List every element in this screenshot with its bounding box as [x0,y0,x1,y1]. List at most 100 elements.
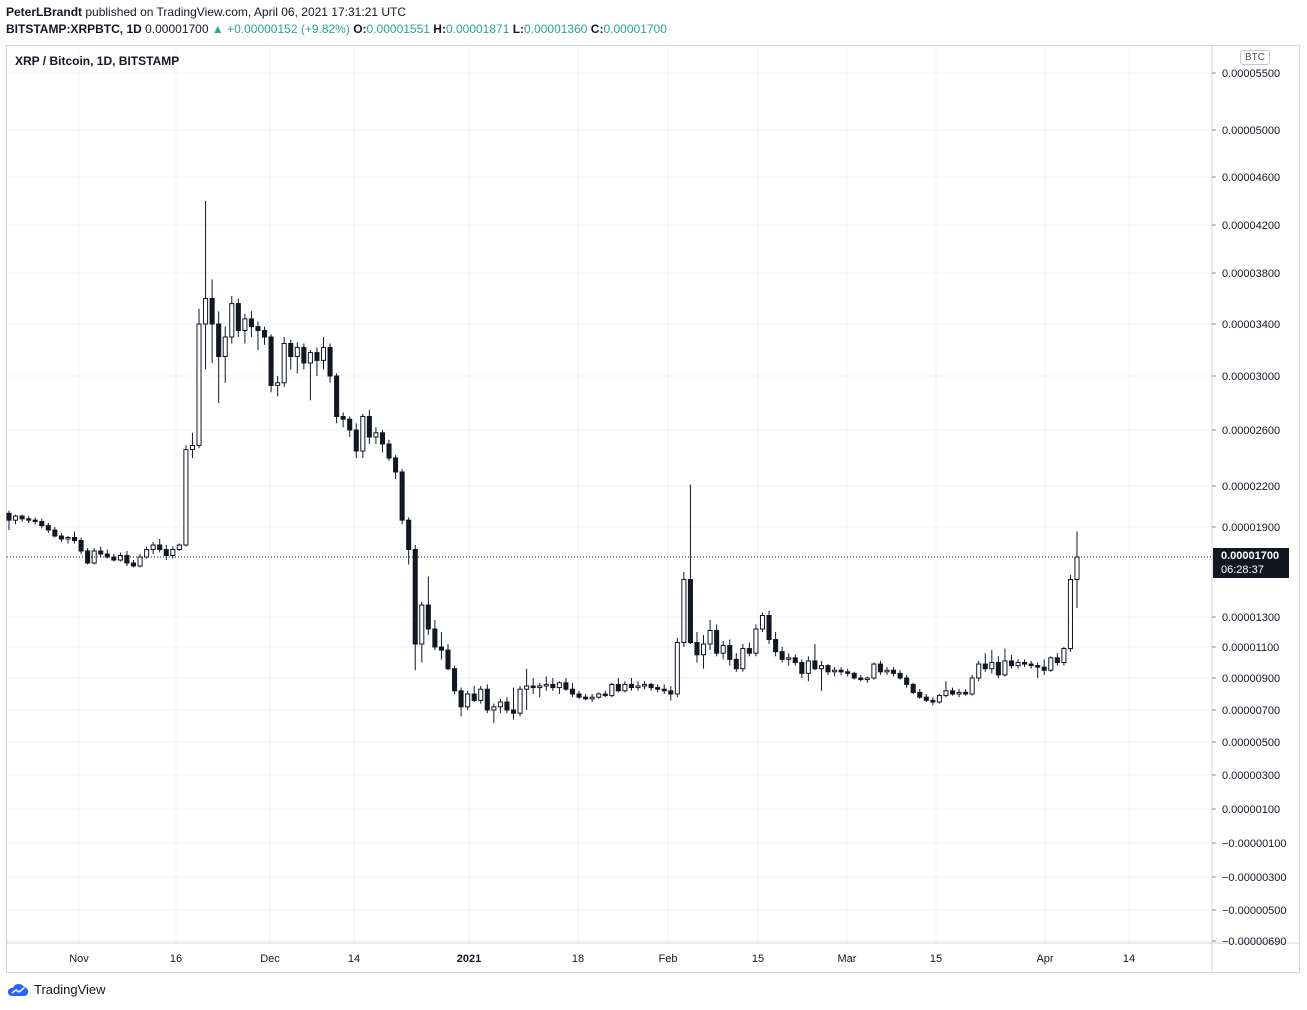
y-tick-label: 0.00001100 [1222,642,1279,654]
candle-body [949,690,956,695]
candle-body [786,657,792,660]
x-tick-label: Nov [69,953,89,965]
y-tick-label: 0.00004200 [1222,220,1280,232]
y-tick-label: 0.00002200 [1222,481,1280,493]
candle-body [707,630,713,645]
candle-body [1015,662,1021,667]
chart-title: XRP / Bitcoin, 1D, BITSTAMP [15,54,180,68]
candle-body [845,671,851,674]
candle-body [347,418,353,431]
candle-body [438,646,444,651]
candle-body [1035,665,1041,668]
candle-body [851,672,857,679]
candle-body [163,549,169,556]
y-tick-label: 0.00003800 [1222,268,1280,280]
tradingview-logo[interactable]: TradingView [6,982,106,997]
candle-body [517,688,523,714]
candle-body [504,701,510,711]
y-tick-label: 0.00000300 [1222,770,1280,782]
y-tick-label: 0.00005500 [1222,68,1280,80]
y-tick-label: −0.00000100 [1222,838,1287,850]
y-tick-label: 0.00001900 [1222,522,1280,534]
candle-body [13,515,19,521]
candle-body [45,525,51,531]
candle-body [812,660,818,670]
candle-body [471,693,477,701]
publisher-line: PeterLBrandt published on TradingView.co… [6,5,406,19]
x-tick-label: Feb [659,953,678,965]
candle-body [445,649,451,670]
x-tick-label: Dec [260,953,280,965]
candle-body [19,515,25,520]
candle-body [976,663,982,679]
y-tick-label: −0.00000690 [1222,936,1287,948]
candle-body [320,346,327,361]
y-tick-label: 0.00004600 [1222,172,1280,184]
candle-body [687,579,693,643]
x-tick-label: 14 [348,953,360,965]
high-label: H: [433,22,446,36]
candle-body [26,518,32,521]
candle-body [170,549,176,556]
author-name[interactable]: PeterLBrandt [6,5,83,19]
candle-body [537,685,543,689]
candle-body [969,677,975,695]
candle-body [832,669,838,673]
candle-body [373,432,379,438]
candle-body [694,642,700,656]
candle-body [1061,648,1067,663]
x-tick-label: 18 [572,953,584,965]
candle-body [871,663,877,679]
candle-body [877,663,883,673]
y-tick-label: 0.00005000 [1222,125,1280,137]
candle-body [668,690,674,695]
candle-body [425,604,431,630]
x-tick-label: 14 [1123,953,1135,965]
candle-body [52,529,58,537]
candle-body [642,683,648,687]
candle-body [727,645,733,660]
candle-body [1002,660,1008,676]
x-tick-label: Mar [838,953,857,965]
candle-body [674,642,680,695]
candle-body [897,672,903,679]
candle-body [235,303,241,332]
candle-body [818,665,824,670]
candle-body [563,682,569,690]
candle-body [262,330,268,338]
candle-body [130,562,137,567]
current-price-value: 0.00001700 [1221,550,1280,562]
cloud-icon [7,983,29,996]
y-tick-label: −0.00000500 [1222,905,1287,917]
candle-body [189,444,195,451]
candle-body [1067,579,1073,650]
candle-body [1054,657,1060,663]
candle-body [65,537,71,540]
candle-body [681,579,687,643]
candle-body [465,693,471,708]
candle-body [366,416,372,438]
candle-body [334,375,340,417]
candle-body [1074,556,1080,580]
candle-body [275,382,281,386]
currency-badge[interactable]: BTC [1240,50,1270,65]
candle-body [491,706,497,711]
candle-body [294,346,300,357]
candle-body [497,701,503,708]
x-tick-label: 16 [170,953,182,965]
candle-body [340,416,346,420]
candle-body [124,555,130,564]
candle-body [78,540,84,552]
candle-body [393,457,399,473]
candle-body [576,693,582,698]
x-tick-label: Apr [1036,953,1053,965]
candle-body [412,549,418,645]
candle-body [117,555,123,561]
candle-body [144,549,150,558]
candle-body [759,615,766,630]
candle-body [615,683,621,692]
candle-body [589,696,595,700]
chart-frame [6,45,1300,973]
candle-body [661,688,667,692]
